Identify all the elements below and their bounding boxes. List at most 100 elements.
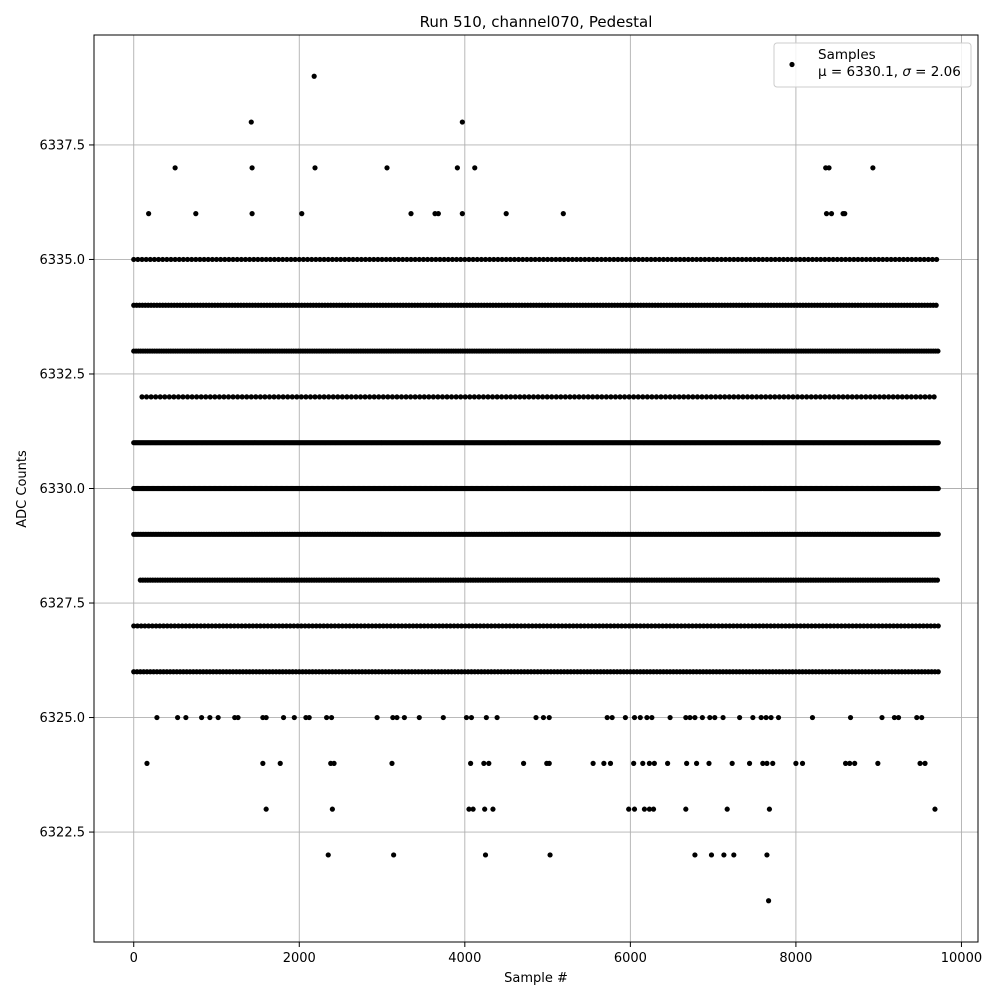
data-point (395, 623, 401, 629)
data-point (350, 623, 357, 629)
data-point (485, 394, 491, 400)
data-point (746, 760, 753, 766)
data-point (858, 394, 864, 400)
data-point (387, 256, 393, 263)
data-point (763, 394, 769, 400)
data-point (640, 394, 646, 400)
data-point (645, 623, 651, 629)
data-point (772, 256, 778, 263)
data-point (222, 256, 228, 263)
data-point (312, 394, 318, 400)
data-point (820, 623, 826, 629)
data-point (631, 714, 638, 721)
data-point (344, 394, 350, 400)
ticks-layer: 0 2000 4000 6000 8000 10000 6322.5 6325.0 6327.5… (40, 138, 983, 966)
data-point (213, 256, 220, 263)
data-point (549, 394, 555, 400)
data-point (304, 256, 311, 263)
y-tick-label: 6337.5 (40, 138, 86, 153)
data-point (764, 623, 770, 629)
data-point (514, 623, 520, 629)
data-point (518, 623, 524, 629)
data-point (470, 806, 476, 812)
data-point (416, 256, 422, 263)
data-point (563, 623, 569, 629)
data-point (686, 623, 692, 629)
data-point (656, 256, 662, 263)
data-point (790, 394, 796, 400)
data-point (935, 669, 941, 675)
data-point (838, 256, 845, 263)
data-point (499, 623, 506, 629)
data-point (391, 852, 397, 858)
data-point (494, 394, 500, 400)
data-point (931, 394, 937, 400)
data-point (166, 394, 172, 400)
data-point (153, 623, 159, 629)
data-point (325, 852, 331, 858)
y-tick-label: 6335.0 (40, 253, 86, 268)
data-point (708, 852, 715, 858)
data-point (499, 256, 505, 263)
data-point (288, 256, 294, 263)
data-point (255, 256, 261, 263)
data-point (257, 623, 263, 629)
data-point (708, 394, 714, 400)
data-point (234, 256, 240, 263)
data-point (399, 623, 405, 629)
data-point (743, 256, 749, 263)
data-point (681, 256, 687, 263)
data-point (329, 256, 335, 263)
data-point (508, 394, 514, 400)
data-point (473, 623, 479, 629)
data-point (521, 394, 528, 400)
data-point (298, 623, 304, 629)
data-point (440, 623, 446, 629)
data-point (549, 256, 555, 263)
data-point (658, 394, 664, 400)
data-point (184, 256, 191, 263)
data-point (275, 394, 282, 400)
data-point (280, 714, 287, 721)
data-point (734, 623, 740, 629)
data-point (644, 256, 650, 263)
data-point (235, 714, 241, 721)
data-point (818, 256, 824, 263)
data-point (764, 852, 770, 858)
data-point (544, 394, 550, 400)
data-point (254, 623, 260, 629)
data-point (511, 623, 517, 629)
data-point (220, 623, 226, 629)
data-point (608, 394, 614, 400)
data-point (540, 256, 547, 263)
data-point (175, 623, 182, 629)
data-point (489, 394, 496, 400)
data-point (560, 211, 566, 217)
x-tick-label: 6000 (614, 951, 647, 966)
data-point (454, 165, 460, 171)
data-point (160, 623, 167, 629)
data-point (876, 623, 882, 629)
data-point (459, 119, 465, 125)
data-point (528, 256, 534, 263)
data-point (835, 394, 842, 400)
data-point (380, 394, 386, 400)
y-tick-label: 6327.5 (40, 597, 86, 612)
data-point (193, 256, 199, 263)
data-point (690, 394, 696, 400)
data-point (362, 256, 369, 263)
data-point (768, 714, 774, 721)
data-point (929, 256, 936, 263)
data-point (134, 623, 141, 629)
points-layer (131, 73, 941, 904)
data-point (917, 394, 924, 400)
y-axis-title: ADC Counts (15, 450, 30, 528)
data-point (607, 256, 613, 263)
data-point (662, 394, 669, 400)
data-point (830, 256, 836, 263)
data-point (333, 256, 340, 263)
data-point (852, 760, 858, 766)
data-point (462, 623, 468, 629)
data-point (838, 623, 845, 629)
